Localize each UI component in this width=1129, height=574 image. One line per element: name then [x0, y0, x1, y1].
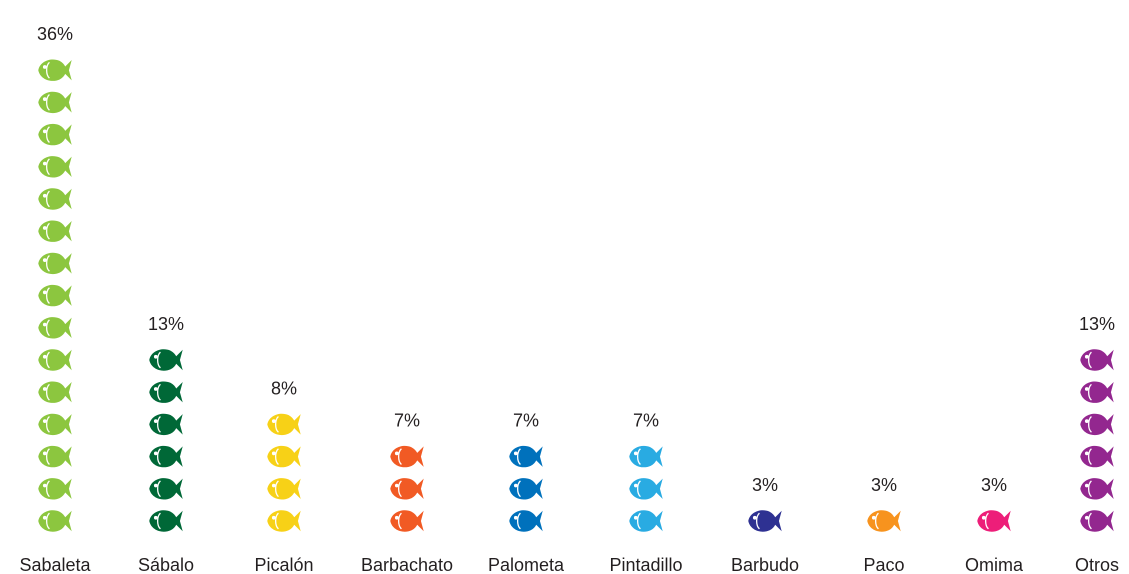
category-label: Sábalo: [138, 555, 194, 574]
fish-icon: [976, 509, 1012, 533]
fish-icon: [37, 251, 73, 275]
fish-icon: [37, 348, 73, 372]
fish-icon: [628, 509, 664, 533]
fish-icon: [37, 284, 73, 308]
bar-paco: 3% Paco: [863, 475, 904, 574]
fish-icon: [148, 477, 184, 501]
fish-icon: [389, 477, 425, 501]
fish-icon: [37, 509, 73, 533]
fish-icon: [37, 187, 73, 211]
bar-omima: 3% Omima: [965, 475, 1024, 574]
fish-icon: [389, 509, 425, 533]
fish-icon: [628, 445, 664, 469]
fish-icon: [266, 509, 302, 533]
bar-pintadillo: 7% Pintadillo: [609, 411, 682, 574]
fish-icon: [1079, 509, 1115, 533]
fish-icon: [37, 219, 73, 243]
category-label: Paco: [863, 555, 904, 574]
data-label: 13%: [1079, 314, 1115, 334]
fish-icon: [37, 477, 73, 501]
fish-icon: [508, 509, 544, 533]
fish-icon: [747, 509, 783, 533]
fish-icon: [266, 412, 302, 436]
category-label: Sabaleta: [19, 555, 91, 574]
category-label: Barbachato: [361, 555, 453, 574]
bar-barbudo: 3% Barbudo: [731, 475, 799, 574]
fish-icon: [1079, 445, 1115, 469]
fish-icon: [37, 316, 73, 340]
fish-icon: [37, 58, 73, 82]
data-label: 7%: [394, 411, 420, 431]
fish-icon: [37, 90, 73, 114]
bar-sabaleta: 36% Sabaleta: [19, 24, 91, 574]
fish-icon: [508, 445, 544, 469]
fish-icon: [266, 445, 302, 469]
fish-icon: [866, 509, 902, 533]
category-label: Pintadillo: [609, 555, 682, 574]
data-label: 8%: [271, 378, 297, 398]
fish-icon: [37, 412, 73, 436]
data-label: 3%: [981, 475, 1007, 495]
fish-icon: [508, 477, 544, 501]
fish-icon: [37, 123, 73, 147]
fish-icon: [148, 509, 184, 533]
fish-icon: [266, 477, 302, 501]
category-label: Picalón: [254, 555, 313, 574]
category-label: Palometa: [488, 555, 565, 574]
data-label: 7%: [513, 411, 539, 431]
chart-marks: 36% Sabaleta 13% Sábalo 8% Picalón 7% Barbachat…: [19, 24, 1119, 574]
fish-icon: [148, 445, 184, 469]
bar-palometa: 7% Palometa: [488, 411, 565, 574]
category-label: Otros: [1075, 555, 1119, 574]
bar-otros: 13% Otros: [1075, 314, 1119, 574]
fish-icon: [1079, 477, 1115, 501]
fish-icon: [1079, 412, 1115, 436]
data-label: 13%: [148, 314, 184, 334]
data-label: 3%: [871, 475, 897, 495]
data-label: 36%: [37, 24, 73, 44]
fish-icon: [389, 445, 425, 469]
category-label: Omima: [965, 555, 1024, 574]
fish-icon: [37, 445, 73, 469]
fish-icon: [148, 380, 184, 404]
fish-icon: [628, 477, 664, 501]
data-label: 3%: [752, 475, 778, 495]
bar-barbachato: 7% Barbachato: [361, 411, 453, 574]
data-label: 7%: [633, 411, 659, 431]
fish-icon: [1079, 380, 1115, 404]
bar-picalón: 8% Picalón: [254, 378, 313, 574]
fish-icon: [1079, 348, 1115, 372]
category-label: Barbudo: [731, 555, 799, 574]
fish-icon: [37, 155, 73, 179]
fish-icon: [37, 380, 73, 404]
fish-icon: [148, 412, 184, 436]
bar-sábalo: 13% Sábalo: [138, 314, 194, 574]
fish-icon: [148, 348, 184, 372]
